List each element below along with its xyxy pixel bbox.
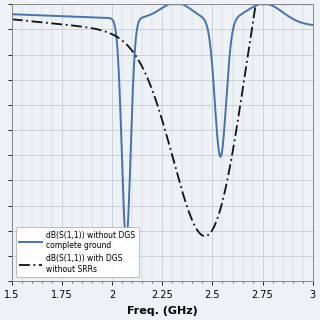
dB(S(1,1)) with DGS
without SRRs (10, 17, 14, 21)
dB(S(1,1)) without DGS
complete ground (247, 7, 251, 11)
dB(S(1,1)) with DGS
without SRRs (247, 46, 251, 50)
dB(S(1,1)) without DGS
complete ground (302, 21, 306, 25)
Line: dB(S(1,1)) without DGS
complete ground: dB(S(1,1)) without DGS complete ground (12, 4, 313, 240)
dB(S(1,1)) without DGS
complete ground (311, 23, 315, 27)
dB(S(1,1)) with DGS
without SRRs (311, 2, 315, 6)
X-axis label: Freq. (GHz): Freq. (GHz) (127, 306, 198, 316)
dB(S(1,1)) with DGS
without SRRs (203, 234, 207, 238)
dB(S(1,1)) without DGS
complete ground (10, 12, 14, 16)
dB(S(1,1)) with DGS
without SRRs (254, 2, 258, 6)
dB(S(1,1)) without DGS
complete ground (302, 21, 306, 25)
dB(S(1,1)) without DGS
complete ground (148, 13, 152, 17)
dB(S(1,1)) with DGS
without SRRs (156, 105, 160, 109)
Line: dB(S(1,1)) with DGS
without SRRs: dB(S(1,1)) with DGS without SRRs (12, 4, 313, 236)
dB(S(1,1)) without DGS
complete ground (156, 8, 160, 12)
dB(S(1,1)) without DGS
complete ground (124, 238, 128, 242)
dB(S(1,1)) without DGS
complete ground (167, 2, 171, 6)
dB(S(1,1)) without DGS
complete ground (25, 13, 29, 17)
dB(S(1,1)) with DGS
without SRRs (25, 19, 29, 23)
dB(S(1,1)) with DGS
without SRRs (148, 83, 152, 87)
dB(S(1,1)) with DGS
without SRRs (302, 2, 306, 6)
Legend: dB(S(1,1)) without DGS
complete ground, dB(S(1,1)) with DGS
without SRRs: dB(S(1,1)) without DGS complete ground, … (16, 227, 139, 277)
dB(S(1,1)) with DGS
without SRRs (302, 2, 306, 6)
